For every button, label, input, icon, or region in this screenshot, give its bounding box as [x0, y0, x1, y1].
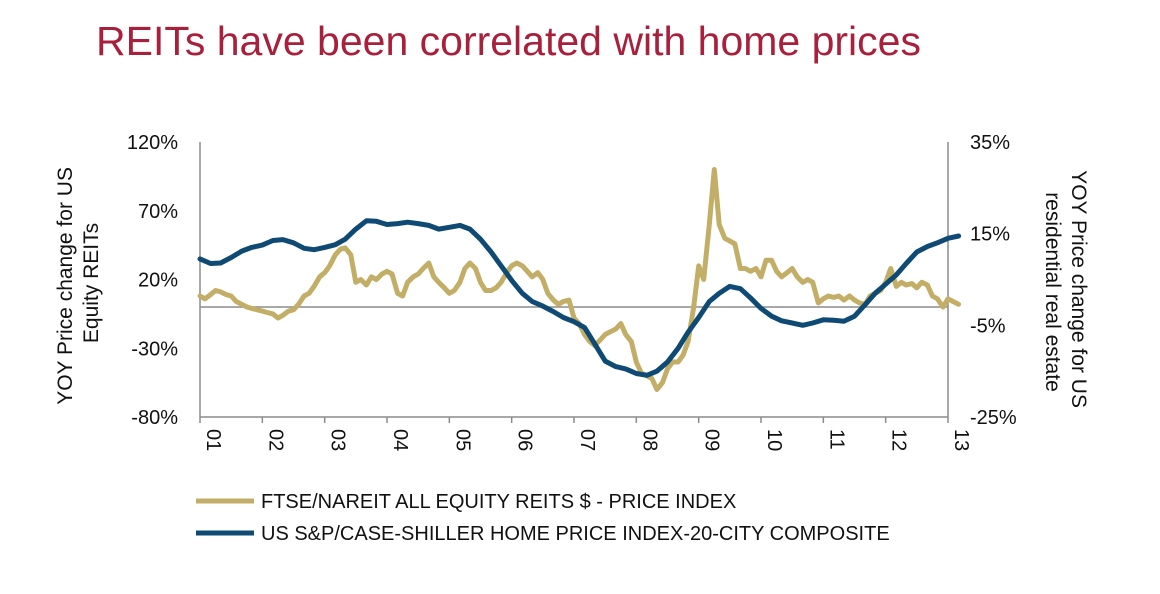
- right-axis-label: YOY Price change for US residential real…: [1041, 170, 1090, 414]
- left-tick-label: 120%: [127, 132, 178, 154]
- x-tick-label: 08: [638, 429, 660, 451]
- left-tick-label: 20%: [138, 270, 178, 292]
- right-tick-label: -25%: [970, 407, 1017, 429]
- right-axis-label-line-1: YOY Price change for US: [1067, 170, 1090, 408]
- left-axis-label-line-1: YOY Price change for US: [54, 167, 77, 405]
- x-tick-label: 07: [576, 429, 598, 451]
- right-axis-ticks: 35% 15% -5% -25%: [970, 132, 1017, 429]
- left-tick-label: -30%: [131, 338, 178, 360]
- x-tick-label: 03: [327, 429, 349, 451]
- left-axis-label: YOY Price change for US Equity REITs: [54, 161, 103, 405]
- left-tick-label: 70%: [138, 201, 178, 223]
- left-tick-label: -80%: [131, 407, 178, 429]
- x-tick-label: 10: [763, 429, 785, 451]
- x-tick-label: 05: [451, 429, 473, 451]
- x-tick-label: 04: [389, 429, 411, 451]
- series-line-home-prices: [197, 218, 962, 378]
- left-axis-label-line-2: Equity REITs: [80, 223, 103, 343]
- right-axis-label-line-2: residential real estate: [1041, 192, 1064, 392]
- legend-label-reits: FTSE/NAREIT ALL EQUITY REITS $ - PRICE I…: [261, 491, 736, 513]
- x-tick-label: 11: [825, 429, 847, 450]
- right-tick-label: 35%: [970, 132, 1010, 154]
- x-tick-label: 01: [202, 429, 224, 451]
- legend-label-home-prices: US S&P/CASE-SHILLER HOME PRICE INDEX-20-…: [261, 523, 890, 545]
- x-tick-label: 02: [264, 429, 286, 451]
- slide-title: REITs have been correlated with home pri…: [96, 18, 921, 64]
- series-line-reits: [197, 167, 962, 392]
- legend: FTSE/NAREIT ALL EQUITY REITS $ - PRICE I…: [196, 491, 890, 545]
- x-tick-label: 13: [950, 429, 972, 451]
- right-tick-label: -5%: [970, 315, 1006, 337]
- right-tick-label: 15%: [970, 224, 1010, 246]
- x-tick-label: 09: [701, 429, 723, 451]
- x-tick-label: 12: [888, 429, 910, 451]
- left-axis-ticks: 120% 70% 20% -30% -80%: [127, 132, 178, 429]
- x-tick-label: 06: [514, 429, 536, 451]
- x-axis-ticks: 01 02 03 04 05 06 07 08 09 10 11 12 13: [199, 417, 972, 451]
